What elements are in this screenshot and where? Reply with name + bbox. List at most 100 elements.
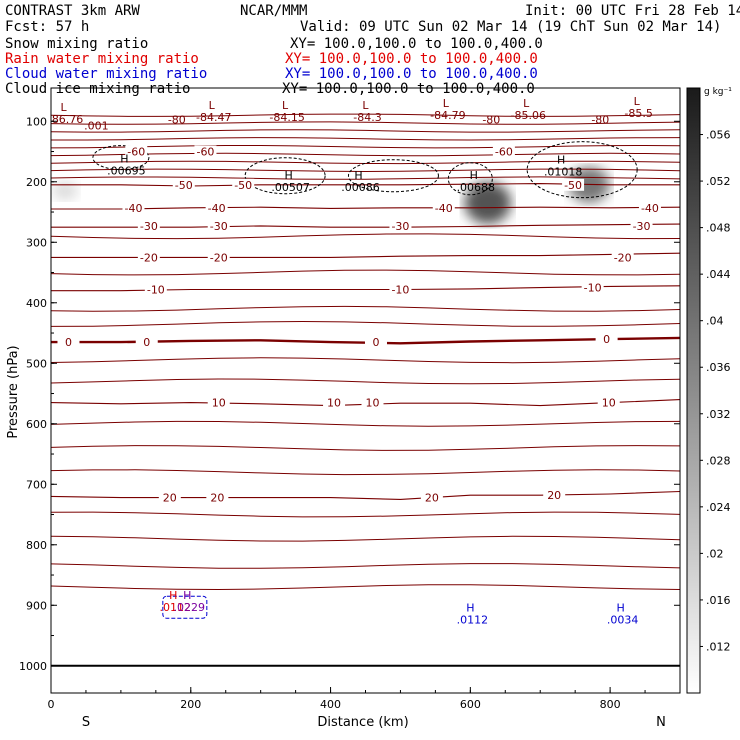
isotherm-line-0	[51, 233, 680, 240]
isotherm-line-7	[51, 445, 680, 451]
contour-label: -40	[124, 202, 142, 215]
extra-label-0: -80	[168, 113, 186, 126]
x-tick-label: 600	[460, 698, 481, 711]
contour-label-bg-4	[232, 178, 255, 191]
y-tick-label: 600	[26, 418, 47, 431]
contour-label-bg-21	[135, 336, 158, 349]
contour-label: -30	[633, 220, 651, 233]
upper-isotherm-1	[51, 121, 680, 125]
y-tick-label: 100	[26, 115, 47, 128]
south-label: S	[82, 715, 90, 730]
y-tick-label: 300	[26, 236, 47, 249]
upper-isotherm-8	[51, 176, 680, 180]
field-cloudice-xy: XY= 100.0,100.0 to 100.0,400.0	[282, 81, 535, 97]
extremum-h-marker: H	[616, 601, 624, 614]
contour-label: -60	[495, 146, 513, 159]
colorbar-tick-label: .052	[706, 175, 731, 188]
contour-label-bg-12	[389, 219, 412, 232]
model-title: CONTRAST 3km ARW	[5, 3, 140, 19]
extra-label-2: -80	[591, 113, 609, 126]
cloud-ice-outline-3	[447, 162, 493, 196]
contour-label: -20	[140, 251, 158, 264]
extremum-h-marker: H	[470, 169, 478, 182]
extremum-l-marker: L	[634, 95, 641, 108]
contour-label: 0	[372, 336, 379, 349]
contour-label-bg-1	[194, 145, 217, 158]
colorbar-tick-label: .024	[706, 501, 731, 514]
contour-label: -60	[196, 146, 214, 159]
extremum-h-marker: H	[120, 152, 128, 165]
contour-label: -40	[641, 202, 659, 215]
contour-label: 0	[603, 333, 610, 346]
extremum-value: -86.76	[48, 113, 83, 126]
cloud-ice-outline-2	[347, 159, 439, 193]
contour-label: 0	[143, 336, 150, 349]
contour-label-bg-18	[389, 283, 412, 296]
colorbar-tick-label: .044	[706, 268, 731, 281]
field-rain-xy: XY= 100.0,100.0 to 100.0,400.0	[285, 51, 538, 67]
extremum-value: -85.06	[511, 109, 546, 122]
isotherm-line-1	[51, 269, 680, 276]
contour-label: -50	[234, 179, 252, 192]
contour-label: -50	[564, 179, 582, 192]
x-tick-label: 400	[320, 698, 341, 711]
field-snow-label: Snow mixing ratio	[5, 36, 148, 52]
contour-label-bg-11	[207, 219, 230, 232]
extra-label-3: .001	[84, 120, 109, 133]
extremum-value: .00688	[457, 181, 496, 194]
isotherm-line-6	[51, 420, 680, 427]
isotherm-line-2	[51, 305, 680, 312]
contour-label-bg-19	[581, 281, 604, 294]
contour-label-bg-23	[595, 333, 618, 346]
colorbar: g kg⁻¹ .012 .016 .02 .024 .028 .032 .036 .04 .04…	[686, 87, 732, 694]
extremum-h-marker: H	[183, 589, 191, 602]
contour-label: 20	[547, 489, 561, 502]
contour-label-bg-26	[361, 396, 384, 409]
contour-label-bg-6	[122, 201, 145, 214]
extremum-h-marker: H	[284, 169, 292, 182]
extremum-value: -85.5	[624, 107, 652, 120]
isotherm-20	[51, 490, 680, 500]
extremum-h-marker: H	[557, 154, 565, 167]
cloud-ice-outline-4	[526, 141, 638, 199]
contour-label: 20	[163, 492, 177, 505]
extremum-l-marker: L	[282, 99, 289, 112]
contour-label-bg-8	[432, 201, 455, 214]
upper-isotherm-6	[51, 160, 680, 165]
contour-label: -10	[391, 283, 409, 296]
contour-label-bg-22	[364, 336, 387, 349]
extremum-l-marker: L	[209, 99, 216, 112]
contour-label-bg-7	[205, 201, 228, 214]
y-axis-label: Pressure (hPa)	[6, 345, 21, 438]
field-rain-label: Rain water mixing ratio	[5, 51, 199, 67]
contour-label-bg-17	[144, 283, 167, 296]
contour-label: -20	[614, 251, 632, 264]
colorbar-gradient	[686, 87, 701, 694]
extremum-value: .00695	[107, 164, 146, 177]
x-axis-label: Distance (km)	[317, 715, 408, 730]
header: CONTRAST 3km ARW NCAR/MMM Init: 00 UTC F…	[5, 3, 740, 97]
contour-label: 10	[365, 397, 379, 410]
contour-label: -10	[147, 283, 165, 296]
contour-label-bg-25	[323, 396, 346, 409]
x-tick-label: 800	[600, 698, 621, 711]
contour-label: 20	[210, 492, 224, 505]
contour-label: -20	[210, 251, 228, 264]
colorbar-tick-label: .048	[706, 222, 731, 235]
contour-label-bg-29	[206, 491, 229, 504]
upper-isotherm-0	[51, 113, 680, 117]
upper-isotherm-4	[51, 144, 680, 149]
extremum-l-marker: L	[362, 99, 369, 112]
isotherm-line-12	[51, 584, 680, 591]
colorbar-tick-label: .02	[706, 547, 724, 560]
isotherm-line-9	[51, 511, 680, 518]
colorbar-tick-label: .032	[706, 408, 731, 421]
init-time: Init: 00 UTC Fri 28 Feb 14	[525, 3, 740, 19]
contour-label-bg-9	[638, 201, 661, 214]
upper-isotherm-3	[51, 137, 680, 141]
extremum-l-marker: L	[61, 101, 68, 114]
field-cloudwater-label: Cloud water mixing ratio	[5, 66, 207, 82]
forecast-hour: Fcst: 57 h	[5, 19, 89, 35]
contour-label-bg-20	[57, 336, 80, 349]
